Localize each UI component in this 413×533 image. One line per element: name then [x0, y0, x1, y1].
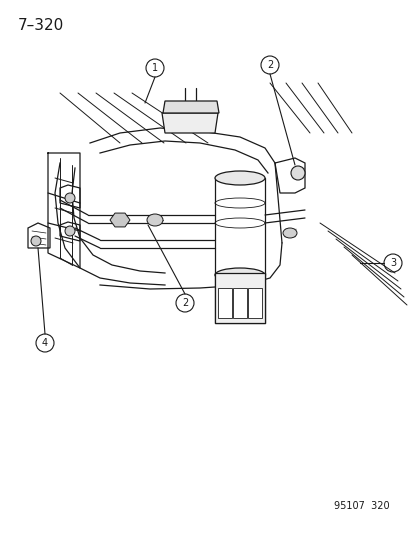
Text: 3: 3 — [389, 258, 395, 268]
Text: 2: 2 — [181, 298, 188, 308]
Circle shape — [31, 236, 41, 246]
Text: 7–320: 7–320 — [18, 18, 64, 33]
Polygon shape — [218, 288, 231, 318]
Polygon shape — [163, 101, 218, 113]
Polygon shape — [161, 113, 218, 133]
Text: 1: 1 — [152, 63, 158, 73]
Polygon shape — [247, 288, 261, 318]
Circle shape — [290, 166, 304, 180]
Ellipse shape — [214, 268, 264, 282]
Text: 4: 4 — [42, 338, 48, 348]
Ellipse shape — [282, 228, 296, 238]
Polygon shape — [214, 273, 264, 323]
Ellipse shape — [147, 214, 163, 226]
Ellipse shape — [214, 171, 264, 185]
Text: 2: 2 — [266, 60, 273, 70]
Polygon shape — [233, 288, 247, 318]
Circle shape — [65, 226, 75, 236]
Polygon shape — [110, 213, 130, 227]
Circle shape — [65, 193, 75, 203]
Text: 95107  320: 95107 320 — [334, 501, 389, 511]
